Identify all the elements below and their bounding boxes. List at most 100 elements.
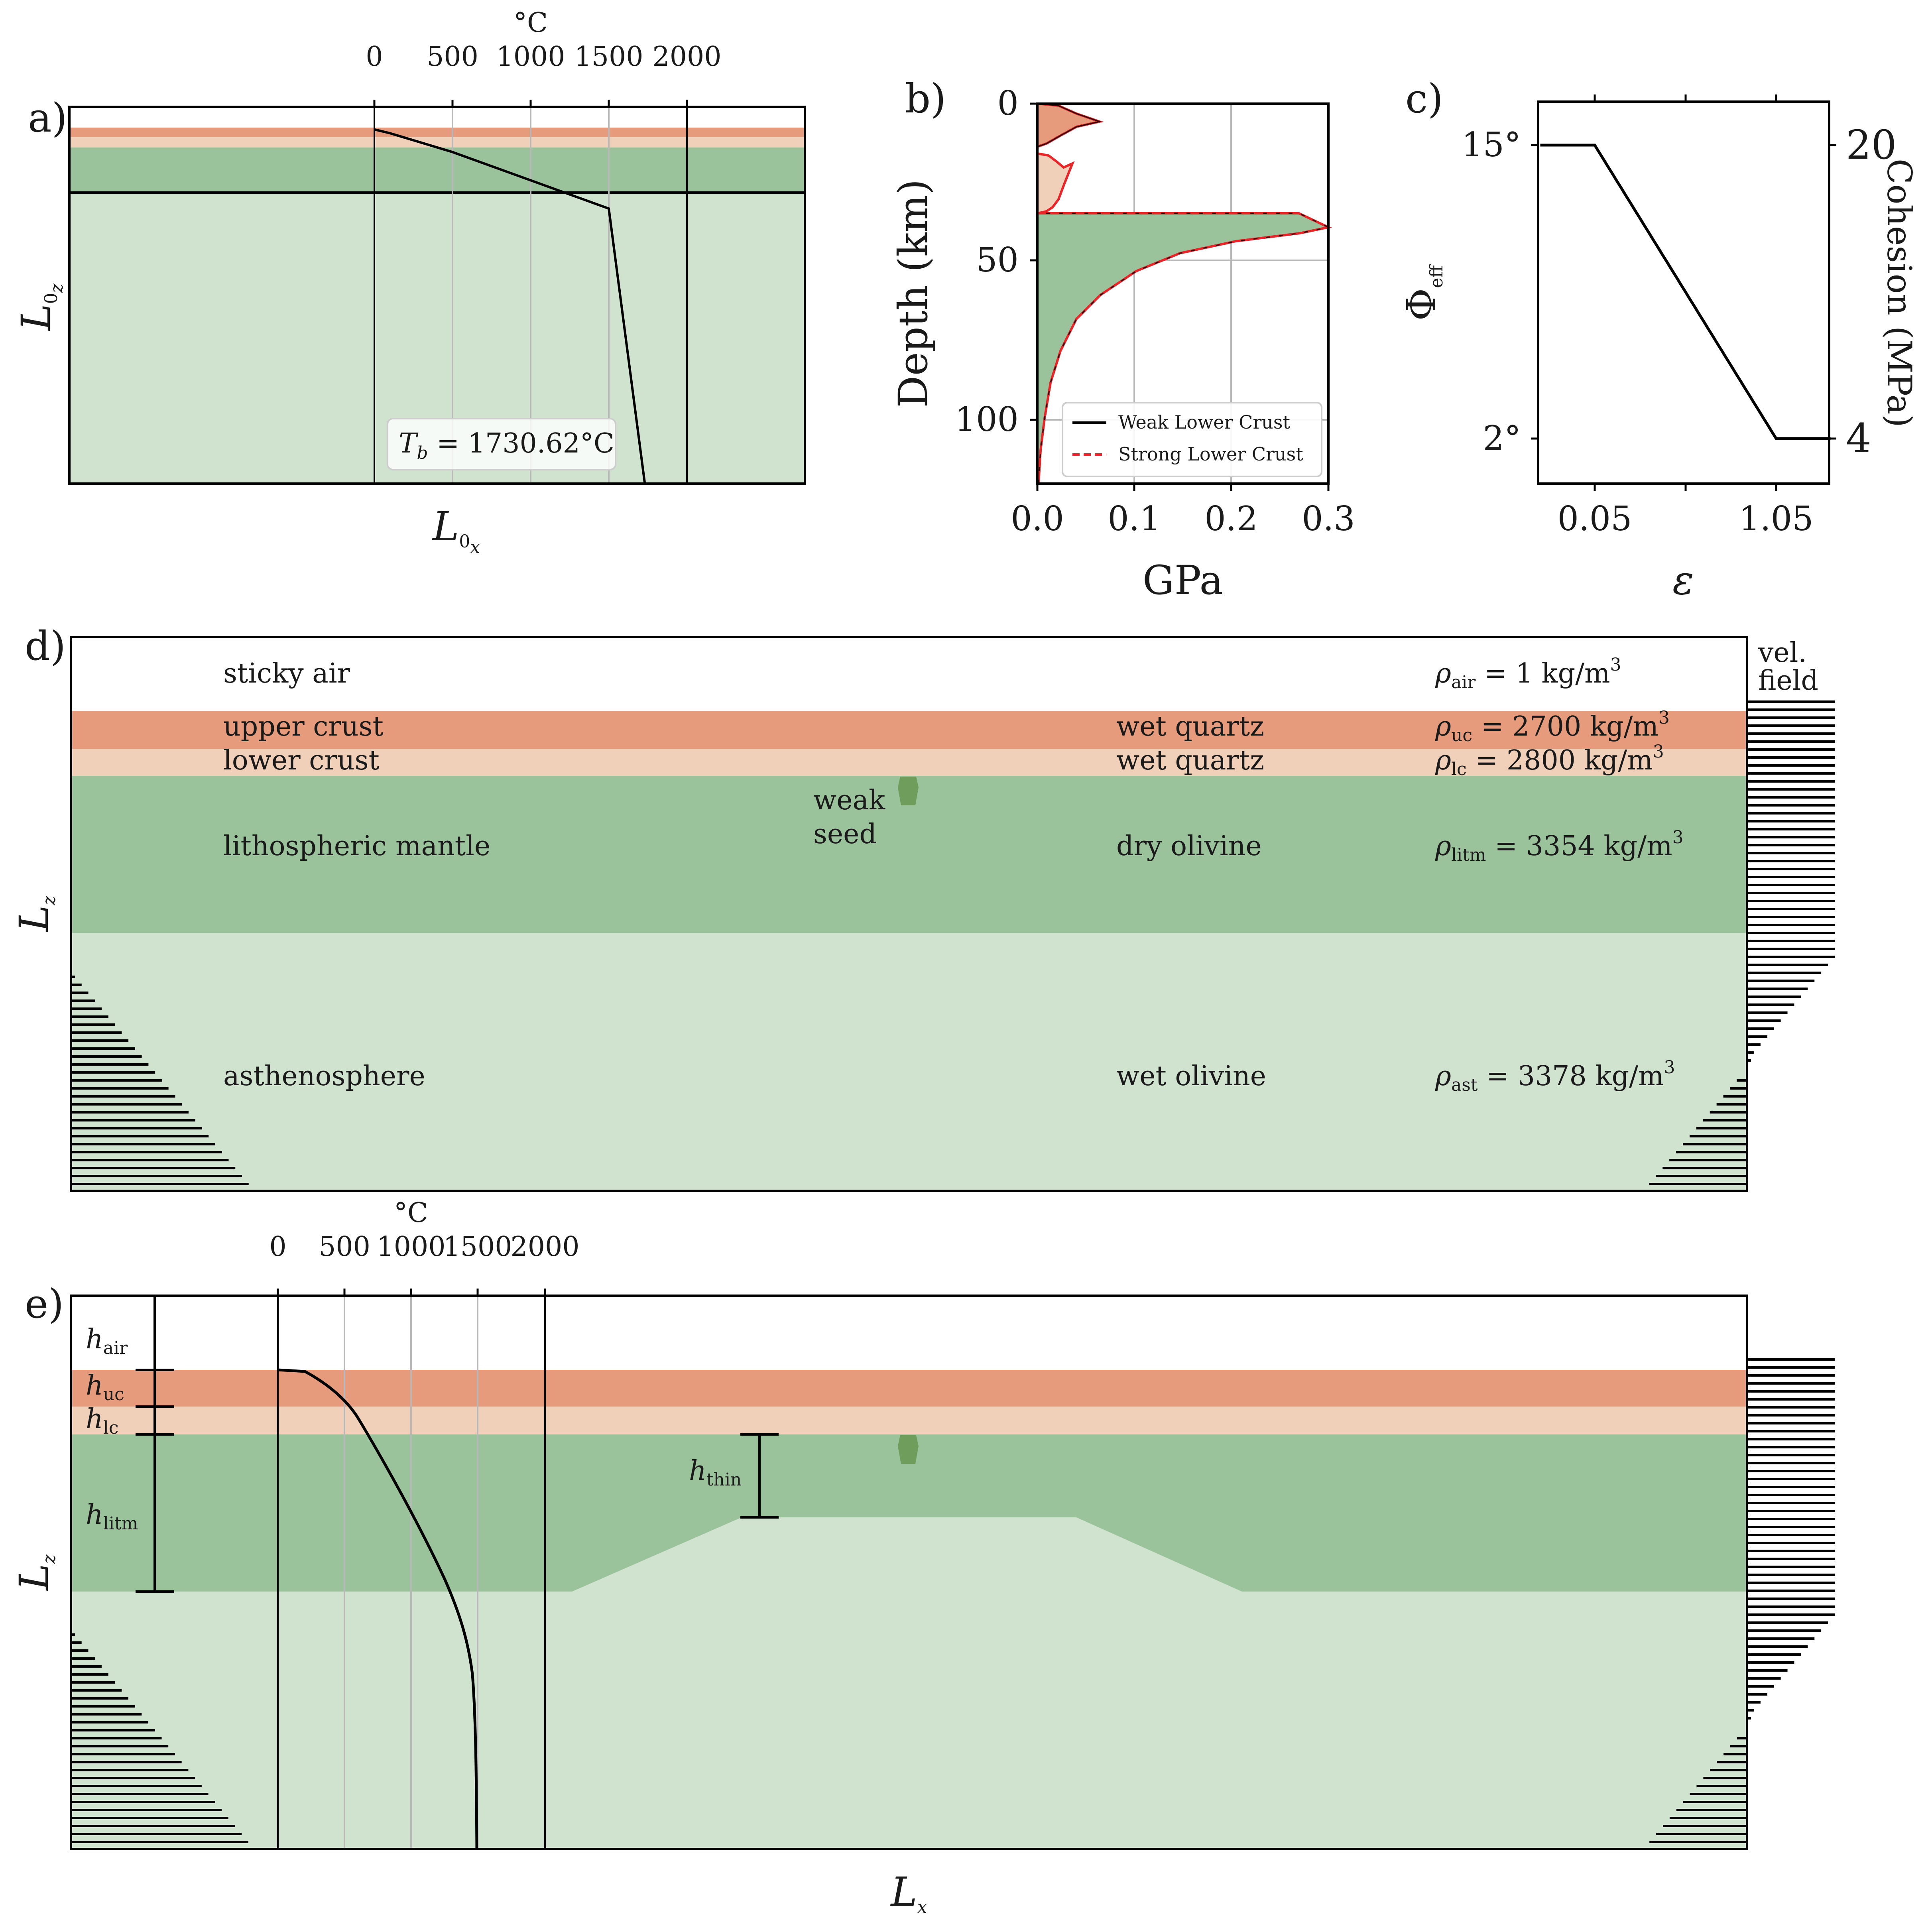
panel-e-h-litm: hlitm	[86, 1499, 138, 1534]
panel-e-tick-label-500: 500	[319, 1231, 370, 1263]
panel-d-density-litm: ρlitm = 3354 kg/m3	[1435, 827, 1684, 865]
panel-e-weak-seed	[898, 1435, 919, 1464]
panel-b-ytick-label-0: 0	[997, 84, 1019, 123]
panel-e: 0 500 1000 1500 2000 °C hair huc hlc hli…	[11, 1197, 1835, 1917]
panel-d-density-lc: ρlc = 2800 kg/m3	[1435, 742, 1664, 779]
panel-d-density-uc: ρuc = 2700 kg/m3	[1435, 708, 1670, 746]
panel-e-velocity-arrows	[71, 1358, 1835, 1843]
panel-b-xtick-label-0: 0.0	[1011, 499, 1064, 538]
panel-e-frame	[70, 1295, 1748, 1850]
panel-d-lower-crust	[71, 749, 1747, 776]
panel-a-tick-label-1500: 1500	[574, 41, 643, 73]
panel-b-ylabel: Depth (km)	[890, 179, 936, 407]
panel-e-label: e)	[25, 1281, 64, 1327]
panel-e-xlabel: Lx	[890, 1869, 927, 1917]
panel-a-unit: °C	[513, 7, 548, 39]
panel-e-lower-crust	[71, 1407, 1747, 1434]
panel-d-vel-label-2: field	[1758, 665, 1818, 696]
panel-c-ylabel-right: Cohesion (MPa)	[1880, 159, 1919, 427]
panel-e-tick-label-1000: 1000	[376, 1231, 445, 1263]
panel-a-ylabel: L0z	[13, 283, 67, 331]
panel-d-material-lc: wet quartz	[1116, 745, 1264, 776]
panel-c-ytick-label-15: 15°	[1462, 125, 1521, 164]
panel-a-tb-label: Tb = 1730.62°C	[399, 428, 614, 463]
panel-a-tick-label-2000: 2000	[652, 41, 721, 73]
panel-d-vel-label-1: vel.	[1758, 637, 1807, 669]
panel-d-material-litm: dry olivine	[1116, 830, 1262, 862]
panel-b-xlabel: GPa	[1143, 557, 1223, 604]
panel-e-tick-label-2000: 2000	[510, 1231, 579, 1263]
panel-c-rtick-label-20: 20	[1846, 122, 1897, 168]
panel-c-xtick-label-005: 0.05	[1557, 499, 1632, 538]
panel-b-legend-box	[1062, 402, 1322, 477]
panel-d-layer-name-litm: lithospheric mantle	[223, 830, 490, 862]
panel-b-upper-crust-fill	[1037, 104, 1100, 147]
panel-b-ytick-label-100: 100	[955, 400, 1019, 439]
panel-b-ytick-label-50: 50	[976, 240, 1019, 279]
panel-e-upper-crust	[71, 1370, 1747, 1407]
panel-d-layer-name-uc: upper crust	[223, 711, 384, 742]
panel-c-frame	[1537, 100, 1830, 485]
panel-e-air	[71, 1296, 1747, 1370]
panel-d-layer-name-ast: asthenosphere	[223, 1060, 425, 1092]
panel-d-weak-seed-label-1: weak	[813, 785, 885, 816]
panel-d-upper-crust	[71, 711, 1747, 749]
panel-c-ytick-label-2: 2°	[1483, 419, 1521, 458]
panel-a-lithospheric-mantle	[69, 148, 805, 193]
panel-a-air	[69, 107, 805, 128]
panel-e-geotherm	[277, 1368, 478, 1849]
panel-c: 15° 2° 20 4 0.05 1.05 Φeff Cohesion (MPa…	[1398, 75, 1919, 604]
panel-a-tb-box	[387, 418, 616, 470]
panel-c-rtick-label-4: 4	[1846, 415, 1871, 462]
panel-a-frame	[68, 106, 806, 485]
panel-e-ylabel: Lz	[11, 1554, 59, 1591]
panel-a-geotherm	[374, 128, 646, 484]
panel-d-layer-name-lc: lower crust	[223, 745, 380, 776]
panel-b-legend-weak-label: Weak Lower Crust	[1118, 411, 1291, 433]
panel-c-xtick-label-105: 1.05	[1739, 499, 1813, 538]
panel-e-h-uc: huc	[86, 1370, 124, 1405]
panel-b-frame	[1036, 102, 1330, 485]
panel-d-velocity-arrows	[71, 700, 1835, 1185]
panel-d-density-ast: ρast = 3378 kg/m3	[1435, 1057, 1675, 1095]
panel-e-h-air: hair	[86, 1324, 128, 1358]
panel-a-tick-label-500: 500	[427, 41, 478, 73]
panel-c-curve	[1540, 144, 1831, 440]
panel-d-ylabel: Lz	[11, 895, 59, 932]
panel-d-asthenosphere	[71, 933, 1747, 1191]
panel-d-layer-name-air: sticky air	[223, 658, 350, 689]
panel-e-h-thin: hthin	[689, 1455, 742, 1490]
panel-e-tick-label-0: 0	[269, 1231, 286, 1263]
panel-d-material-ast: wet olivine	[1116, 1060, 1266, 1092]
panel-a-upper-crust	[69, 128, 805, 137]
panel-a-xlabel: L0x	[432, 503, 480, 557]
panel-e-asthenosphere	[71, 1592, 1747, 1849]
panel-c-label: c)	[1405, 75, 1443, 122]
panel-b: 0 50 100 0.0 0.1 0.2 0.3 Depth (km) GPa …	[890, 75, 1355, 604]
panel-e-tick-label-1500: 1500	[443, 1231, 512, 1263]
panel-b-mantle-fill	[1037, 213, 1328, 484]
panel-c-ylabel-left: Φeff	[1398, 264, 1447, 321]
panel-d: sticky air upper crust lower crust litho…	[11, 623, 1835, 1192]
panel-d-weak-seed	[898, 777, 919, 805]
panel-b-xtick-label-02: 0.2	[1204, 499, 1258, 538]
panel-a-tick-label-1000: 1000	[496, 41, 565, 73]
panel-e-unit: °C	[394, 1197, 428, 1229]
panel-b-red-overlay	[1037, 212, 1331, 484]
panel-a: 0 500 1000 1500 2000 °C Tb = 1730.62°C a…	[13, 7, 806, 557]
panel-c-xlabel: ε	[1672, 557, 1694, 604]
panel-d-air	[71, 637, 1747, 711]
panel-d-weak-seed-label-2: seed	[813, 818, 877, 850]
panel-a-tick-label-0: 0	[366, 41, 383, 73]
panel-b-legend-strong-label: Strong Lower Crust	[1118, 443, 1303, 465]
panel-d-label: d)	[25, 623, 66, 669]
panel-d-material-uc: wet quartz	[1116, 711, 1264, 742]
panel-b-xtick-label-01: 0.1	[1108, 499, 1161, 538]
panel-d-density-air: ρair = 1 kg/m3	[1435, 655, 1621, 693]
panel-a-label: a)	[28, 94, 67, 141]
panel-a-lower-crust	[69, 137, 805, 148]
panel-b-label: b)	[905, 75, 946, 122]
panel-b-legend: Weak Lower Crust Strong Lower Crust	[1062, 402, 1322, 477]
panel-b-xtick-label-03: 0.3	[1302, 499, 1355, 538]
